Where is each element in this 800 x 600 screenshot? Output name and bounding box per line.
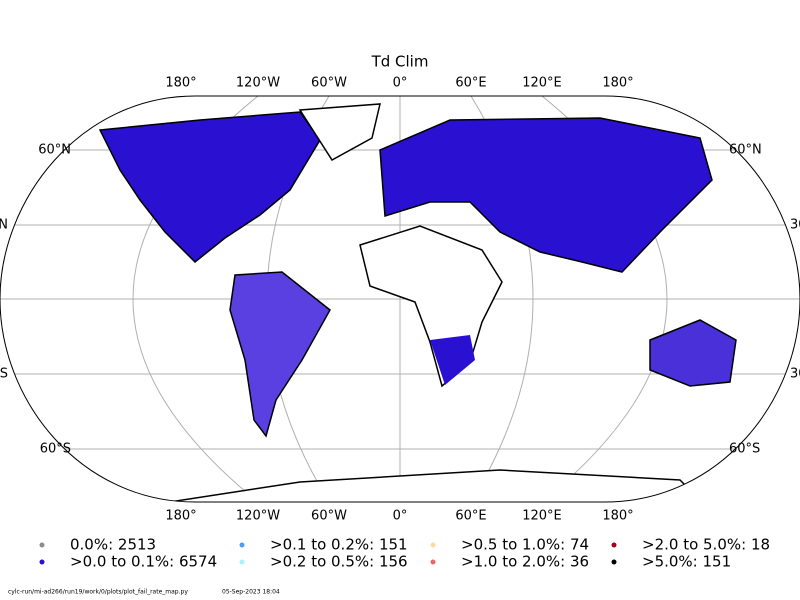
lat-label-right: 60°S <box>729 442 760 457</box>
legend-marker <box>239 542 245 548</box>
lon-label-bottom: 60°W <box>311 509 347 524</box>
footer-path: cylc-run/mi-ad266/run19/work/0/plots/plo… <box>8 589 188 596</box>
greenland <box>298 103 381 161</box>
lon-label-bottom: 180° <box>602 509 633 524</box>
lat-label-left: 60°N <box>38 143 71 158</box>
lon-label-top: 0° <box>393 76 408 91</box>
legend-label: 0.0%: 2513 <box>70 536 156 554</box>
lon-label-bottom: 120°W <box>236 509 280 524</box>
land <box>98 103 737 502</box>
legend-marker <box>39 559 45 565</box>
footer-timestamp: 05-Sep-2023 18:04 <box>222 589 280 596</box>
southern-africa <box>430 335 475 385</box>
map-title: Td Clim <box>371 53 429 71</box>
north-america <box>98 111 321 264</box>
africa <box>359 225 503 388</box>
lat-label-right: 30°S <box>790 367 800 382</box>
legend-marker <box>611 559 617 565</box>
eurasia <box>379 117 713 273</box>
lat-label-left: 30°S <box>0 367 8 382</box>
lon-label-bottom: 180° <box>165 509 196 524</box>
legend-label: >1.0 to 2.0%: 36 <box>461 553 589 571</box>
legend-label: >0.2 to 0.5%: 156 <box>270 553 408 571</box>
map-body <box>0 96 800 502</box>
lon-label-bottom: 60°E <box>455 509 486 524</box>
lon-label-bottom: 0° <box>393 509 408 524</box>
lat-label-left: 30°N <box>0 218 8 233</box>
lon-label-top: 120°W <box>236 76 280 91</box>
legend-label: >0.0 to 0.1%: 6574 <box>70 553 217 571</box>
lon-label-top: 180° <box>165 76 196 91</box>
legend-marker <box>430 542 436 548</box>
legend-marker <box>611 542 617 548</box>
lat-label-left: 60°S <box>40 442 71 457</box>
lon-label-bottom: 120°E <box>522 509 562 524</box>
antarctica <box>149 469 707 502</box>
lon-label-top: 120°E <box>522 76 562 91</box>
legend-marker <box>430 559 436 565</box>
legend-label: >0.5 to 1.0%: 74 <box>461 536 589 554</box>
lat-label-right: 30°N <box>790 218 800 233</box>
legend-marker <box>239 559 245 565</box>
graticule-labels: 180° 120°W 60°W 0° 60°E 120°E 180° 180° 120°W 60°… <box>0 76 800 524</box>
south-america <box>229 271 331 438</box>
legend-marker <box>39 542 45 548</box>
lon-label-top: 180° <box>602 76 633 91</box>
legend: 0.0%: 2513>0.0 to 0.1%: 6574 >0.1 to 0.2%… <box>39 536 770 571</box>
australia <box>649 319 737 387</box>
lat-label-right: 60°N <box>729 143 762 158</box>
legend-label: >5.0%: 151 <box>642 553 731 571</box>
lon-label-top: 60°E <box>455 76 486 91</box>
map-boundary <box>0 95 800 503</box>
legend-label: >0.1 to 0.2%: 151 <box>270 536 408 554</box>
legend-label: >2.0 to 5.0%: 18 <box>642 536 770 554</box>
lon-label-top: 60°W <box>311 76 347 91</box>
